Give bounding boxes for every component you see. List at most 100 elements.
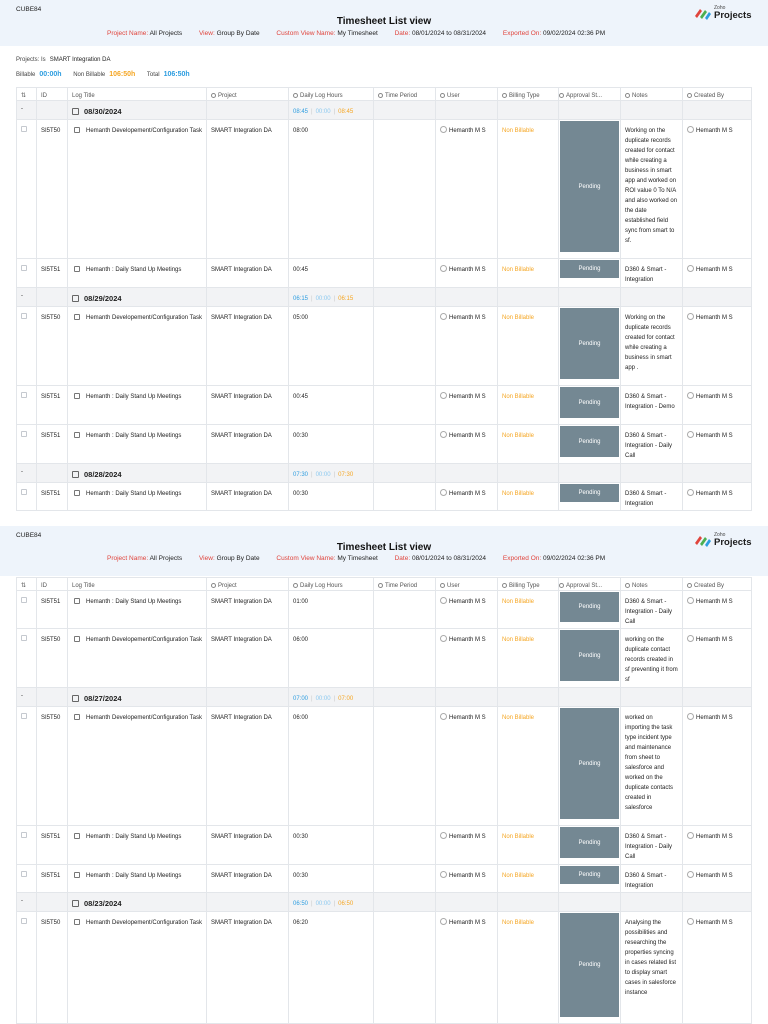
column-header[interactable]: Daily Log Hours: [288, 88, 373, 100]
row-select-cell[interactable]: [16, 307, 36, 385]
project-name[interactable]: SMART Integration DA: [206, 259, 288, 287]
row-select-cell[interactable]: [16, 707, 36, 825]
log-title[interactable]: Hemanth Developement/Configuration Task: [86, 637, 202, 643]
log-title-cell[interactable]: Hemanth : Daily Stand Up Meetings: [67, 483, 206, 510]
log-id[interactable]: SI5T51: [36, 826, 67, 864]
column-header[interactable]: ID: [36, 88, 67, 100]
date-group-row[interactable]: ˇ 08/27/2024 07:00 | 00:00 | 07:00: [16, 688, 752, 707]
log-id[interactable]: SI5T50: [36, 307, 67, 385]
column-header[interactable]: Log Title: [67, 88, 206, 100]
log-title-cell[interactable]: Hemanth : Daily Stand Up Meetings: [67, 591, 206, 628]
column-header[interactable]: Created By: [682, 88, 752, 100]
row-checkbox[interactable]: [21, 313, 27, 319]
approval-status-badge[interactable]: Pending: [560, 866, 619, 884]
log-title-cell[interactable]: Hemanth Developement/Configuration Task: [67, 707, 206, 825]
collapse-group-toggle[interactable]: ˇ: [16, 464, 36, 482]
log-id[interactable]: SI5T50: [36, 120, 67, 258]
log-id[interactable]: SI5T50: [36, 629, 67, 687]
log-id[interactable]: SI5T51: [36, 259, 67, 287]
row-checkbox[interactable]: [21, 918, 27, 924]
log-title-cell[interactable]: Hemanth Developement/Configuration Task: [67, 912, 206, 1023]
log-id[interactable]: SI5T51: [36, 386, 67, 424]
log-title[interactable]: Hemanth : Daily Stand Up Meetings: [86, 599, 182, 605]
row-checkbox[interactable]: [21, 635, 27, 641]
row-select-cell[interactable]: [16, 425, 36, 463]
log-title-cell[interactable]: Hemanth Developement/Configuration Task: [67, 120, 206, 258]
approval-status-badge[interactable]: Pending: [560, 426, 619, 457]
collapse-group-toggle[interactable]: ˇ: [16, 893, 36, 911]
date-group-row[interactable]: ˇ 08/23/2024 06:50 | 00:00 | 06:50: [16, 893, 752, 912]
column-header[interactable]: Log Title: [67, 578, 206, 590]
approval-status-badge[interactable]: Pending: [560, 387, 619, 418]
log-id[interactable]: SI5T51: [36, 591, 67, 628]
row-checkbox[interactable]: [21, 597, 27, 603]
row-checkbox[interactable]: [21, 392, 27, 398]
row-checkbox[interactable]: [21, 713, 27, 719]
column-header[interactable]: Time Period: [373, 578, 435, 590]
row-select-cell[interactable]: [16, 591, 36, 628]
row-select-cell[interactable]: [16, 629, 36, 687]
log-id[interactable]: SI5T51: [36, 483, 67, 510]
project-name[interactable]: SMART Integration DA: [206, 826, 288, 864]
log-title[interactable]: Hemanth Developement/Configuration Task: [86, 315, 202, 321]
log-id[interactable]: SI5T50: [36, 912, 67, 1023]
log-title-cell[interactable]: Hemanth : Daily Stand Up Meetings: [67, 865, 206, 892]
project-name[interactable]: SMART Integration DA: [206, 912, 288, 1023]
project-name[interactable]: SMART Integration DA: [206, 483, 288, 510]
collapse-group-toggle[interactable]: ˇ: [16, 688, 36, 706]
log-title-cell[interactable]: Hemanth : Daily Stand Up Meetings: [67, 386, 206, 424]
row-checkbox[interactable]: [21, 431, 27, 437]
log-id[interactable]: SI5T51: [36, 425, 67, 463]
log-title[interactable]: Hemanth : Daily Stand Up Meetings: [86, 394, 182, 400]
row-checkbox[interactable]: [21, 489, 27, 495]
column-header[interactable]: Created By: [682, 578, 752, 590]
log-title-cell[interactable]: Hemanth Developement/Configuration Task: [67, 629, 206, 687]
row-checkbox[interactable]: [21, 871, 27, 877]
project-name[interactable]: SMART Integration DA: [206, 120, 288, 258]
log-title[interactable]: Hemanth : Daily Stand Up Meetings: [86, 834, 182, 840]
project-name[interactable]: SMART Integration DA: [206, 865, 288, 892]
column-header[interactable]: Notes: [620, 578, 682, 590]
project-name[interactable]: SMART Integration DA: [206, 386, 288, 424]
row-select-cell[interactable]: [16, 865, 36, 892]
column-header[interactable]: Time Period: [373, 88, 435, 100]
column-header[interactable]: Project: [206, 88, 288, 100]
log-title-cell[interactable]: Hemanth : Daily Stand Up Meetings: [67, 826, 206, 864]
sort-column-header[interactable]: ⇅: [16, 88, 36, 100]
log-title[interactable]: Hemanth Developement/Configuration Task: [86, 920, 202, 926]
row-checkbox[interactable]: [21, 832, 27, 838]
column-header[interactable]: ID: [36, 578, 67, 590]
project-name[interactable]: SMART Integration DA: [206, 591, 288, 628]
project-name[interactable]: SMART Integration DA: [206, 425, 288, 463]
log-title[interactable]: Hemanth Developement/Configuration Task: [86, 715, 202, 721]
sort-column-header[interactable]: ⇅: [16, 578, 36, 590]
log-title[interactable]: Hemanth : Daily Stand Up Meetings: [86, 433, 182, 439]
project-name[interactable]: SMART Integration DA: [206, 307, 288, 385]
approval-status-badge[interactable]: Pending: [560, 121, 619, 252]
approval-status-badge[interactable]: Pending: [560, 260, 619, 278]
row-select-cell[interactable]: [16, 826, 36, 864]
approval-status-badge[interactable]: Pending: [560, 308, 619, 379]
approval-status-badge[interactable]: Pending: [560, 913, 619, 1017]
log-title[interactable]: Hemanth : Daily Stand Up Meetings: [86, 491, 182, 497]
column-header[interactable]: Daily Log Hours: [288, 578, 373, 590]
log-title-cell[interactable]: Hemanth : Daily Stand Up Meetings: [67, 425, 206, 463]
approval-status-badge[interactable]: Pending: [560, 827, 619, 858]
log-id[interactable]: SI5T51: [36, 865, 67, 892]
approval-status-badge[interactable]: Pending: [560, 484, 619, 502]
row-select-cell[interactable]: [16, 483, 36, 510]
column-header[interactable]: User: [435, 578, 497, 590]
log-title-cell[interactable]: Hemanth Developement/Configuration Task: [67, 307, 206, 385]
log-title[interactable]: Hemanth : Daily Stand Up Meetings: [86, 873, 182, 879]
collapse-group-toggle[interactable]: ˇ: [16, 101, 36, 119]
approval-status-badge[interactable]: Pending: [560, 708, 619, 819]
column-header[interactable]: Billing Type: [497, 578, 558, 590]
row-select-cell[interactable]: [16, 912, 36, 1023]
approval-status-badge[interactable]: Pending: [560, 592, 619, 622]
column-header[interactable]: Approval St...: [558, 88, 620, 100]
log-title-cell[interactable]: Hemanth : Daily Stand Up Meetings: [67, 259, 206, 287]
date-group-row[interactable]: ˇ 08/30/2024 08:45 | 00:00 | 08:45: [16, 101, 752, 120]
row-checkbox[interactable]: [21, 126, 27, 132]
column-header[interactable]: Notes: [620, 88, 682, 100]
column-header[interactable]: User: [435, 88, 497, 100]
